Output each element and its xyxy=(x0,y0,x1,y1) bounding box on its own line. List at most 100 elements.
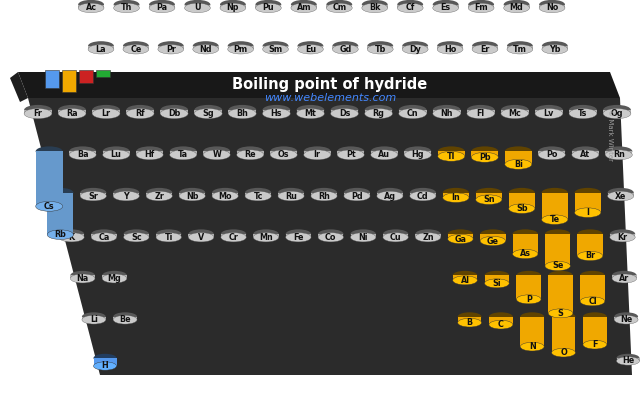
Ellipse shape xyxy=(433,105,461,115)
Ellipse shape xyxy=(136,150,163,160)
Polygon shape xyxy=(397,5,423,8)
Text: Es: Es xyxy=(440,4,451,12)
Bar xyxy=(45,70,59,88)
Ellipse shape xyxy=(161,108,188,119)
Polygon shape xyxy=(92,110,120,114)
Ellipse shape xyxy=(47,188,74,198)
Polygon shape xyxy=(296,110,324,114)
Ellipse shape xyxy=(146,191,172,201)
Text: Bi: Bi xyxy=(514,160,523,169)
Polygon shape xyxy=(18,72,620,98)
Ellipse shape xyxy=(304,146,331,156)
Ellipse shape xyxy=(438,151,465,161)
Ellipse shape xyxy=(577,251,603,261)
Ellipse shape xyxy=(452,276,477,285)
Ellipse shape xyxy=(36,146,63,156)
Polygon shape xyxy=(404,151,431,155)
Ellipse shape xyxy=(78,3,104,13)
Text: Pt: Pt xyxy=(346,150,356,159)
Ellipse shape xyxy=(179,191,205,201)
Ellipse shape xyxy=(616,354,639,362)
Ellipse shape xyxy=(102,146,130,156)
Polygon shape xyxy=(285,234,311,237)
Text: Sc: Sc xyxy=(131,233,141,242)
Polygon shape xyxy=(583,317,607,345)
Ellipse shape xyxy=(539,0,565,9)
Ellipse shape xyxy=(195,108,222,119)
Polygon shape xyxy=(443,193,469,198)
Ellipse shape xyxy=(262,41,289,51)
Ellipse shape xyxy=(580,297,605,306)
Ellipse shape xyxy=(583,340,607,349)
Polygon shape xyxy=(278,193,304,196)
Polygon shape xyxy=(126,110,154,114)
Ellipse shape xyxy=(489,312,513,321)
Ellipse shape xyxy=(614,315,638,324)
Text: Na: Na xyxy=(77,274,89,283)
Text: Fm: Fm xyxy=(474,4,488,12)
Text: Sn: Sn xyxy=(483,195,495,204)
Polygon shape xyxy=(170,151,196,155)
Text: Pd: Pd xyxy=(351,192,363,200)
Ellipse shape xyxy=(195,105,222,115)
Text: Kr: Kr xyxy=(618,233,628,242)
Ellipse shape xyxy=(102,274,127,283)
Ellipse shape xyxy=(433,108,461,119)
Ellipse shape xyxy=(607,191,634,201)
Ellipse shape xyxy=(448,234,473,244)
Text: Re: Re xyxy=(244,150,256,159)
Ellipse shape xyxy=(471,146,499,156)
Ellipse shape xyxy=(113,191,140,201)
Ellipse shape xyxy=(69,146,96,156)
Ellipse shape xyxy=(270,146,297,156)
Text: Pa: Pa xyxy=(156,4,168,12)
Polygon shape xyxy=(80,193,106,196)
Ellipse shape xyxy=(24,108,52,119)
Ellipse shape xyxy=(548,271,573,280)
Ellipse shape xyxy=(509,204,535,214)
Ellipse shape xyxy=(404,150,431,160)
Polygon shape xyxy=(102,151,130,155)
Polygon shape xyxy=(82,317,106,320)
Ellipse shape xyxy=(371,150,398,160)
Ellipse shape xyxy=(193,41,219,51)
Polygon shape xyxy=(480,234,506,241)
Text: Th: Th xyxy=(121,4,132,12)
Text: O: O xyxy=(560,348,567,357)
Ellipse shape xyxy=(59,233,84,242)
Ellipse shape xyxy=(59,229,84,239)
Text: Cs: Cs xyxy=(44,202,54,211)
Ellipse shape xyxy=(513,229,538,239)
Ellipse shape xyxy=(220,0,246,9)
Polygon shape xyxy=(458,317,481,323)
Polygon shape xyxy=(69,151,96,155)
Text: Ni: Ni xyxy=(358,233,368,242)
Polygon shape xyxy=(476,193,502,200)
Ellipse shape xyxy=(184,0,211,9)
Text: Tb: Tb xyxy=(374,45,386,54)
Ellipse shape xyxy=(575,208,601,218)
Ellipse shape xyxy=(548,309,573,318)
Ellipse shape xyxy=(245,191,271,201)
Ellipse shape xyxy=(516,295,541,304)
Text: Se: Se xyxy=(552,262,563,270)
Polygon shape xyxy=(28,98,632,375)
Text: Bh: Bh xyxy=(236,109,248,118)
Text: Rh: Rh xyxy=(318,192,330,200)
Ellipse shape xyxy=(545,261,570,271)
Ellipse shape xyxy=(82,312,106,321)
Text: Nb: Nb xyxy=(186,192,198,200)
Polygon shape xyxy=(545,234,570,266)
Ellipse shape xyxy=(403,44,428,54)
Ellipse shape xyxy=(603,105,631,115)
Ellipse shape xyxy=(484,271,509,280)
Ellipse shape xyxy=(605,146,632,156)
Ellipse shape xyxy=(262,105,291,115)
Polygon shape xyxy=(124,234,149,237)
Text: C: C xyxy=(498,320,504,329)
Ellipse shape xyxy=(237,146,264,156)
Polygon shape xyxy=(47,193,74,235)
Text: Rf: Rf xyxy=(136,109,145,118)
Ellipse shape xyxy=(448,229,473,239)
Polygon shape xyxy=(472,46,498,49)
